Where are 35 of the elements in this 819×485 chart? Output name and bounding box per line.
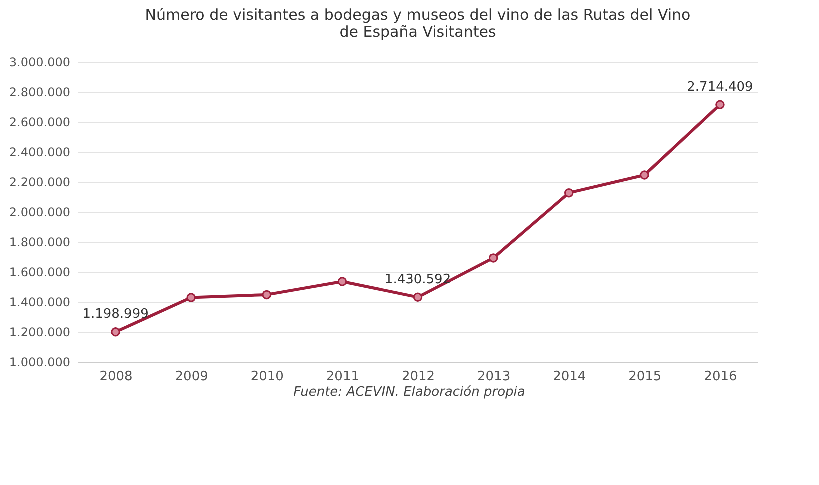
y-tick-label: 1.200.000 [9,326,70,340]
text: Número de visitantes a bodegas y museos del vino de las Rutas del Vino [145,6,691,24]
y-tick-label: 1.800.000 [9,236,70,250]
y-tick-label: 1.600.000 [9,266,70,280]
x-tick-label: 2009 [175,370,208,384]
y-tick-label: 2.400.000 [9,146,70,160]
x-tick-label: 2016 [704,370,738,384]
x-tick-label: 2013 [478,370,511,384]
x-tick-label: 2012 [402,370,436,384]
data-label: 1.430.592 [384,272,452,288]
x-tick-label: 2008 [100,370,133,384]
point [262,290,272,300]
y-tick-label: 3.000.000 [9,56,70,70]
text: de España Visitantes [340,23,496,41]
x-tick-label: 2010 [250,370,284,384]
data-label: 1.198.999 [82,307,149,322]
point [111,328,120,337]
y-tick-label: 2.200.000 [9,176,70,190]
x-tick-label: 2014 [553,370,586,384]
point [413,292,423,302]
y-tick-label: 2.600.000 [9,116,70,130]
x-tick-label: 2011 [326,370,360,384]
point [488,254,498,263]
point [186,293,196,302]
y-tick-label: 1.000.000 [9,356,70,370]
point [716,100,725,110]
point [640,170,650,180]
source-note: Fuente: ACEVIN. Elaboración propia [292,385,526,400]
y-tick-label: 1.400.000 [9,296,70,310]
y-tick-label: 2.800.000 [9,86,70,100]
point [338,277,348,286]
point [564,188,574,198]
x-tick-label: 2015 [628,370,662,384]
y-tick-label: 2.000.000 [9,206,70,220]
data-label: 2.714.409 [687,80,754,95]
